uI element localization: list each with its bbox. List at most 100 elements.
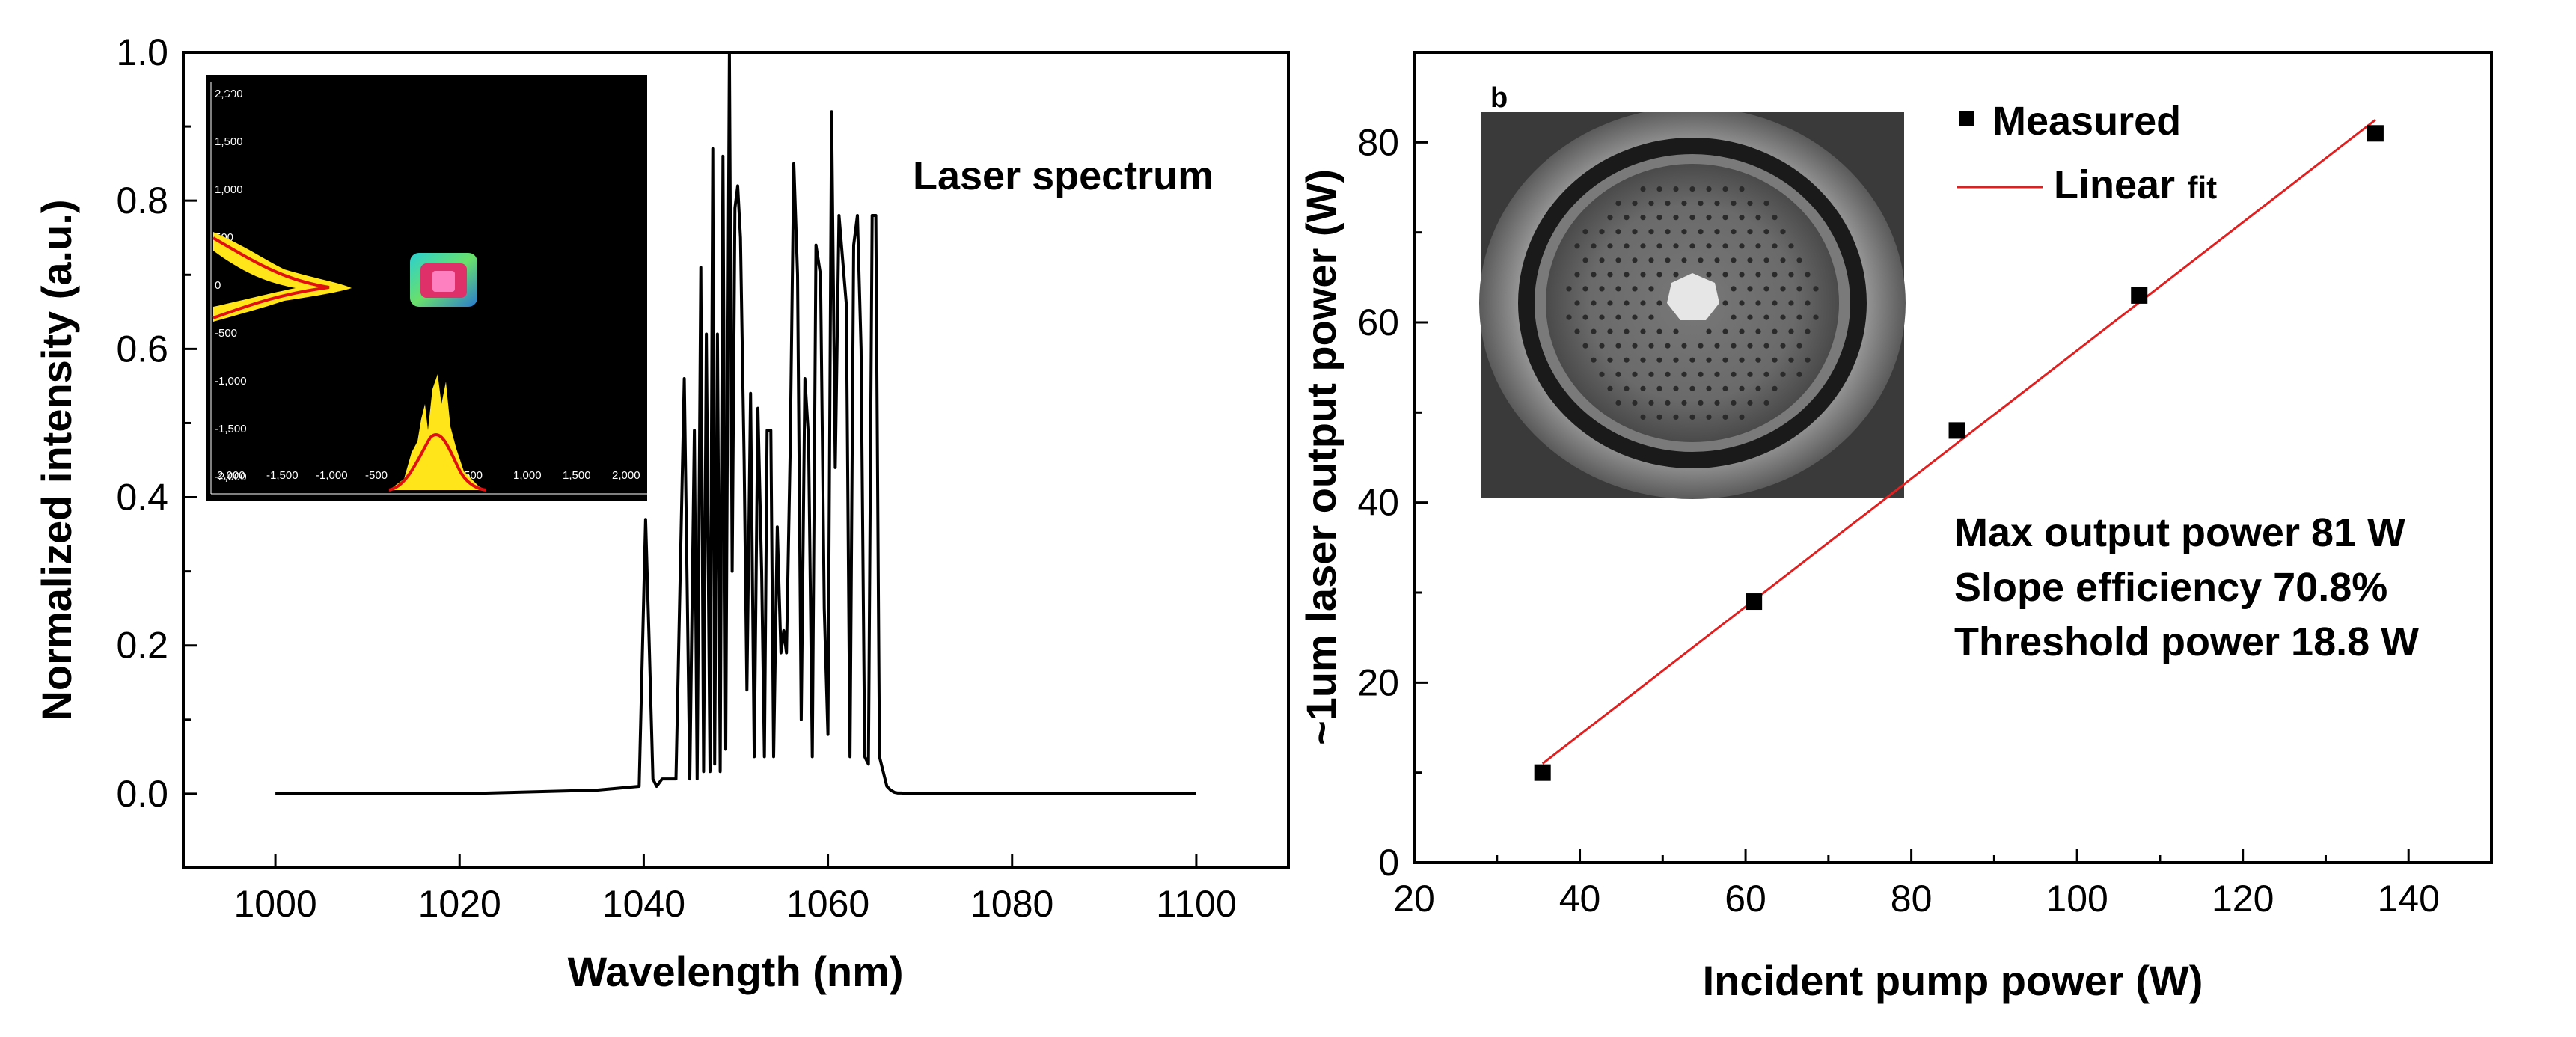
air-hole [1714, 371, 1720, 377]
air-hole [1722, 215, 1728, 221]
air-hole [1632, 201, 1638, 207]
air-hole [1632, 229, 1638, 235]
air-hole [1780, 257, 1786, 263]
air-hole [1640, 357, 1646, 363]
panel-b-linear-fit-line [1541, 119, 2376, 765]
air-hole [1796, 371, 1802, 377]
air-hole [1582, 314, 1588, 320]
air-hole [1673, 414, 1679, 420]
air-hole [1607, 215, 1613, 221]
air-hole [1747, 257, 1753, 263]
inset-b-air-holes [1566, 186, 1819, 420]
air-hole [1788, 300, 1794, 306]
air-hole [1640, 385, 1646, 391]
panel-b-plot-frame [1413, 51, 2493, 864]
panel-a-y-tick-label: 0.2 [116, 625, 168, 667]
air-hole [1640, 300, 1646, 306]
panel-b-y-tick-label: 0 [1378, 842, 1399, 884]
panel-b-x-tick-label: 80 [1891, 878, 1933, 920]
air-hole [1624, 385, 1630, 391]
air-hole [1689, 385, 1695, 391]
air-hole [1648, 229, 1654, 235]
air-hole [1624, 300, 1630, 306]
air-hole [1615, 343, 1621, 349]
air-hole [1788, 357, 1794, 363]
legend-fit-label-main: Linear [2054, 162, 2175, 207]
air-hole [1615, 257, 1621, 263]
air-hole [1739, 215, 1745, 221]
inset-a-x-tick-label: -1,000 [316, 469, 348, 482]
air-hole [1574, 243, 1580, 249]
air-hole [1582, 286, 1588, 292]
air-hole [1772, 215, 1778, 221]
panel-a-x-tick-label: 1040 [602, 883, 685, 925]
air-hole [1632, 343, 1638, 349]
inset-a-y-tick-label: -1,000 [215, 375, 247, 388]
air-hole [1796, 343, 1802, 349]
air-hole [1566, 286, 1572, 292]
air-hole [1624, 243, 1630, 249]
annotation-threshold-power: Threshold power 18.8 W [1954, 620, 2419, 664]
inset-a-x-tick-label: -1,500 [266, 469, 299, 482]
inset-a-x-tick-label: 1,500 [563, 469, 591, 482]
air-hole [1591, 300, 1597, 306]
panel-b-x-axis-label: Incident pump power (W) [1703, 957, 2203, 1004]
air-hole [1656, 186, 1662, 192]
air-hole [1722, 357, 1728, 363]
panel-a-x-tick-label: 1000 [233, 883, 316, 925]
air-hole [1673, 215, 1679, 221]
air-hole [1698, 229, 1704, 235]
air-hole [1722, 328, 1728, 334]
inset-a-y-tick-label: -2,000 [215, 471, 247, 483]
air-hole [1722, 300, 1728, 306]
air-hole [1706, 243, 1712, 249]
air-hole [1656, 272, 1662, 278]
air-hole [1813, 314, 1819, 320]
panel-b-x-tick-labels: 20 40 60 80 100 120 140 [1393, 878, 2440, 920]
air-hole [1689, 357, 1695, 363]
air-hole [1772, 357, 1778, 363]
air-hole [1805, 328, 1811, 334]
air-hole [1574, 300, 1580, 306]
panel-a-x-tick-label: 1100 [1156, 883, 1237, 925]
air-hole [1780, 371, 1786, 377]
air-hole [1755, 357, 1761, 363]
air-hole [1706, 215, 1712, 221]
air-hole [1722, 186, 1728, 192]
air-hole [1731, 257, 1737, 263]
air-hole [1632, 371, 1638, 377]
inset-a-left-profile [213, 232, 352, 322]
inset-a-y-tick-label: -500 [215, 327, 237, 340]
measured-point [2131, 287, 2148, 304]
panel-a-spectrum-chart: 1000 1020 1040 1060 1080 1100 0.0 0.2 0.4 0.6 0.8… [33, 31, 1290, 995]
legend-fit-label-small: fit [2188, 170, 2218, 205]
air-hole [1591, 272, 1597, 278]
air-hole [1582, 343, 1588, 349]
air-hole [1673, 186, 1679, 192]
legend-fit-label: Linear fit [2054, 162, 2217, 207]
panel-b-legend: Measured Linear fit [1957, 99, 2217, 207]
air-hole [1747, 400, 1753, 406]
panel-b-y-tick-label: 60 [1357, 302, 1399, 343]
panel-a-x-tick-label: 1060 [786, 883, 869, 925]
air-hole [1574, 328, 1580, 334]
air-hole [1714, 201, 1720, 207]
air-hole [1607, 357, 1613, 363]
air-hole [1714, 343, 1720, 349]
air-hole [1640, 186, 1646, 192]
air-hole [1706, 328, 1712, 334]
air-hole [1714, 400, 1720, 406]
air-hole [1731, 229, 1737, 235]
panel-a-annotation: Laser spectrum [913, 153, 1214, 198]
air-hole [1731, 400, 1737, 406]
air-hole [1673, 357, 1679, 363]
air-hole [1624, 328, 1630, 334]
inset-b-label: b [1490, 82, 1508, 114]
air-hole [1763, 201, 1769, 207]
air-hole [1813, 286, 1819, 292]
air-hole [1599, 257, 1605, 263]
annotation-max-output-power: Max output power 81 W [1954, 510, 2405, 555]
panel-b-x-tick-label: 140 [2378, 878, 2440, 920]
inset-a-x-tick-label: 2,000 [612, 469, 640, 482]
air-hole [1780, 229, 1786, 235]
